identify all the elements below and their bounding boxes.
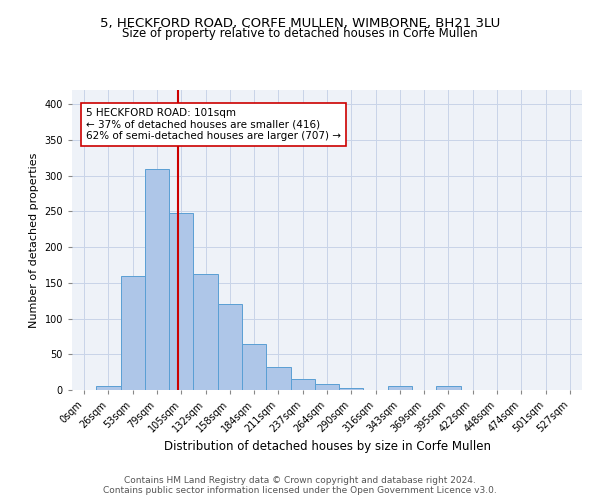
Bar bbox=[218, 304, 242, 390]
Bar bbox=[290, 380, 315, 390]
Bar bbox=[145, 168, 169, 390]
Bar bbox=[96, 386, 121, 390]
Text: 5, HECKFORD ROAD, CORFE MULLEN, WIMBORNE, BH21 3LU: 5, HECKFORD ROAD, CORFE MULLEN, WIMBORNE… bbox=[100, 18, 500, 30]
Bar bbox=[193, 274, 218, 390]
Text: Contains public sector information licensed under the Open Government Licence v3: Contains public sector information licen… bbox=[103, 486, 497, 495]
X-axis label: Distribution of detached houses by size in Corfe Mullen: Distribution of detached houses by size … bbox=[163, 440, 491, 452]
Y-axis label: Number of detached properties: Number of detached properties bbox=[29, 152, 39, 328]
Bar bbox=[169, 213, 193, 390]
Bar bbox=[388, 386, 412, 390]
Bar bbox=[242, 344, 266, 390]
Text: 5 HECKFORD ROAD: 101sqm
← 37% of detached houses are smaller (416)
62% of semi-d: 5 HECKFORD ROAD: 101sqm ← 37% of detache… bbox=[86, 108, 341, 141]
Bar bbox=[266, 367, 290, 390]
Text: Contains HM Land Registry data © Crown copyright and database right 2024.: Contains HM Land Registry data © Crown c… bbox=[124, 476, 476, 485]
Bar bbox=[339, 388, 364, 390]
Text: Size of property relative to detached houses in Corfe Mullen: Size of property relative to detached ho… bbox=[122, 28, 478, 40]
Bar bbox=[436, 386, 461, 390]
Bar bbox=[121, 276, 145, 390]
Bar bbox=[315, 384, 339, 390]
